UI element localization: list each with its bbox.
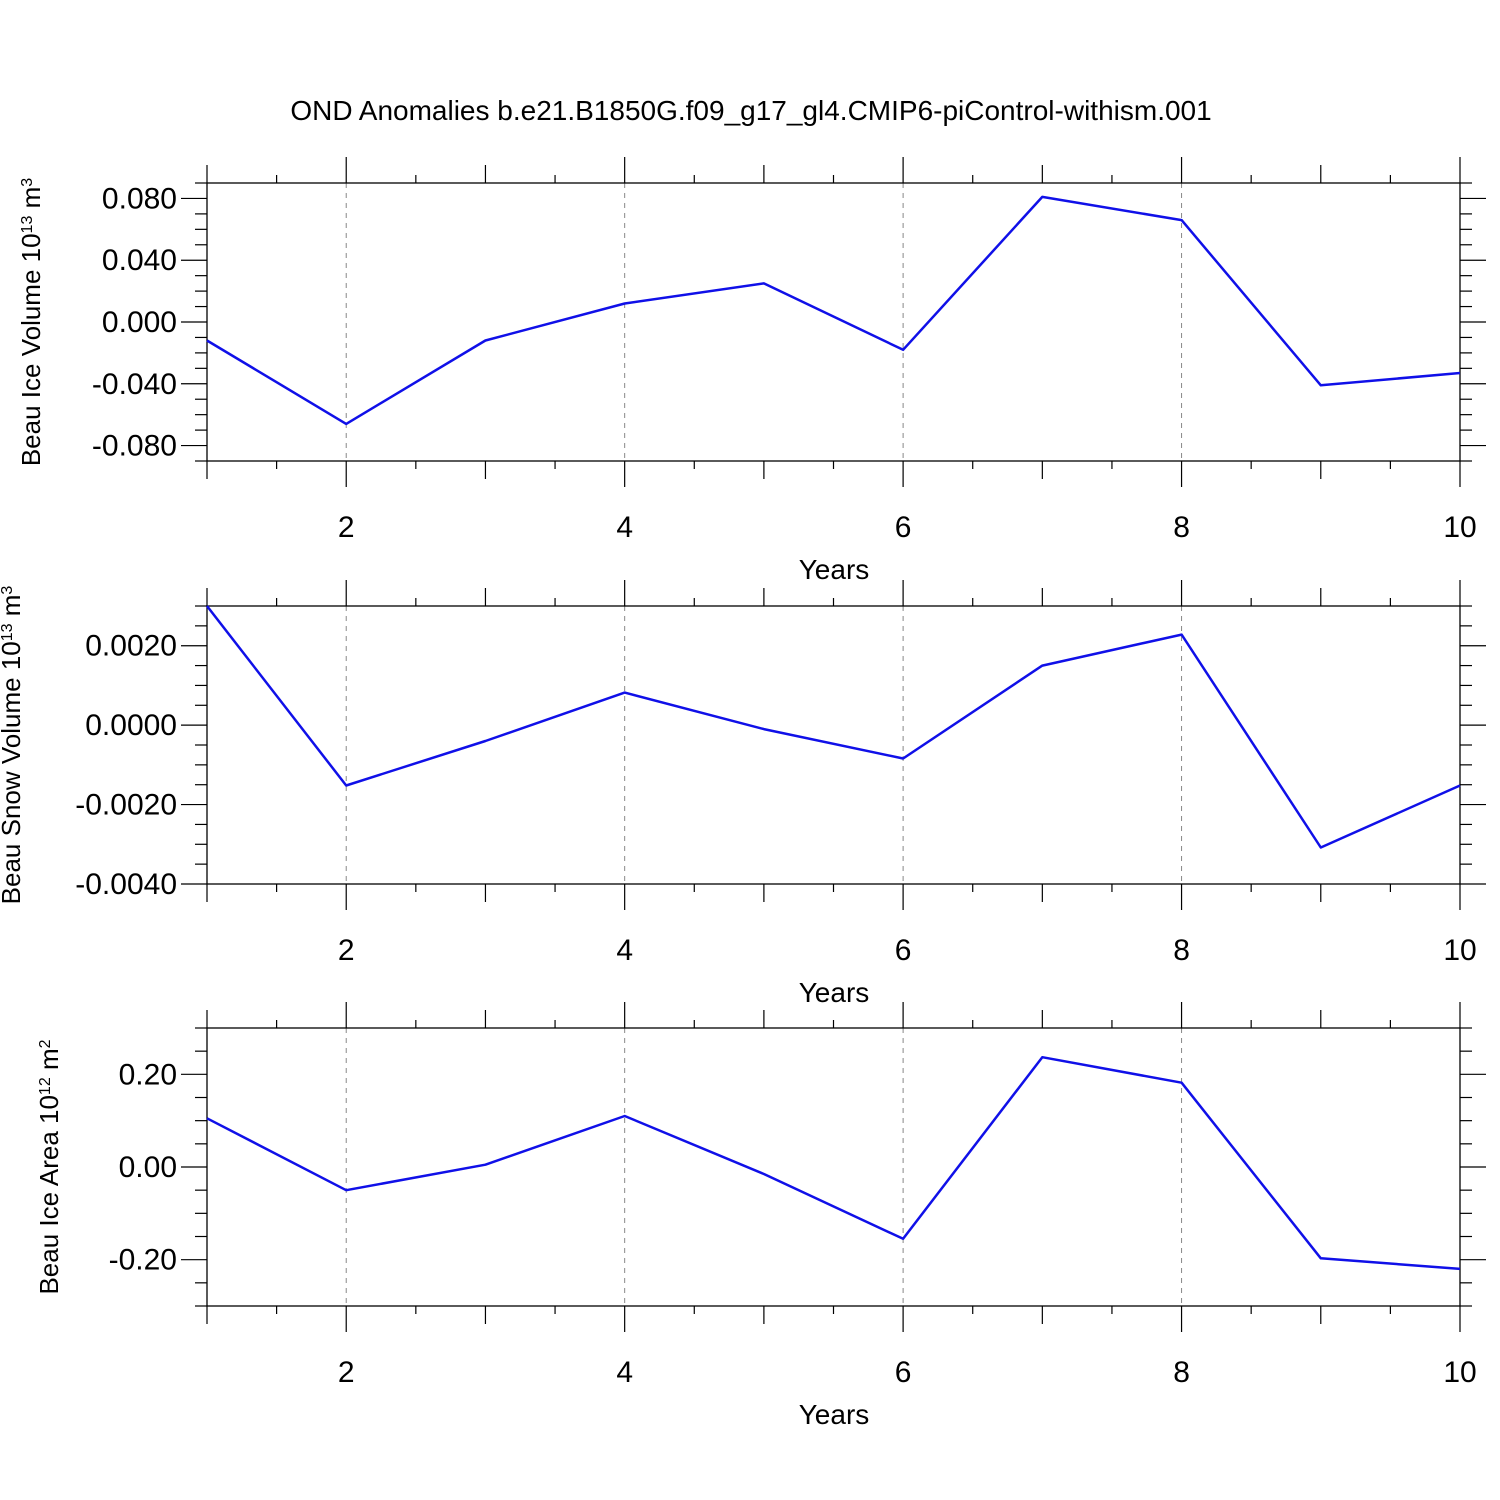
y-axis-label: Beau Snow Volume 1013 m3 xyxy=(0,586,26,905)
tick-marks xyxy=(181,157,1486,487)
x-tick-label: 6 xyxy=(895,934,912,967)
y-label-exponent: 13 xyxy=(0,623,16,641)
y-label-unit: m xyxy=(34,1048,64,1077)
y-tick-label: 0.20 xyxy=(119,1058,177,1091)
x-tick-label: 4 xyxy=(616,511,633,544)
x-tick-label: 8 xyxy=(1173,1356,1190,1389)
series-line-ice-volume xyxy=(206,195,1461,426)
y-label-main: Beau Ice Volume 10 xyxy=(16,233,46,466)
y-tick-label: -0.20 xyxy=(109,1244,177,1277)
y-tick-labels: 0.080 0.040 0.000 -0.040 -0.080 xyxy=(92,182,177,462)
y-label-unit: m xyxy=(0,595,26,624)
y-label-unit-exponent: 3 xyxy=(0,586,16,595)
x-axis-label: Years xyxy=(799,554,870,585)
y-tick-label: 0.0000 xyxy=(85,709,177,742)
x-tick-label: 2 xyxy=(338,934,355,967)
plot-frame xyxy=(206,1027,1461,1307)
y-tick-label: 0.00 xyxy=(119,1151,177,1184)
y-label-exponent: 13 xyxy=(19,216,36,234)
x-tick-label: 10 xyxy=(1443,511,1476,544)
x-tick-label: 4 xyxy=(616,934,633,967)
panel-ice-area: 0.20 0.00 -0.20 2 4 6 8 10 Years Beau Ice Area… xyxy=(34,1002,1486,1430)
x-tick-label: 8 xyxy=(1173,511,1190,544)
x-grid-lines xyxy=(345,606,1183,884)
y-label-main: Beau Ice Area 10 xyxy=(34,1095,64,1294)
y-axis-label: Beau Ice Area 1012 m2 xyxy=(34,1039,64,1294)
x-tick-labels: 2 4 6 8 10 xyxy=(338,511,1477,544)
y-tick-label: -0.040 xyxy=(92,368,177,401)
x-tick-label: 6 xyxy=(895,1356,912,1389)
x-tick-label: 2 xyxy=(338,1356,355,1389)
x-tick-label: 2 xyxy=(338,511,355,544)
y-tick-label: -0.0020 xyxy=(75,789,177,822)
y-tick-label: 0.0020 xyxy=(85,630,177,663)
x-tick-label: 8 xyxy=(1173,934,1190,967)
y-axis-label: Beau Ice Volume 1013 m3 xyxy=(16,178,46,466)
x-tick-label: 10 xyxy=(1443,1356,1476,1389)
y-tick-label: 0.080 xyxy=(102,182,177,215)
y-tick-label: 0.040 xyxy=(102,244,177,277)
y-label-unit: m xyxy=(16,187,46,216)
tick-marks xyxy=(181,1002,1486,1332)
panel-ice-volume: 0.080 0.040 0.000 -0.040 -0.080 2 4 6 8 10 Years… xyxy=(16,157,1486,585)
x-tick-label: 6 xyxy=(895,511,912,544)
x-tick-label: 4 xyxy=(616,1356,633,1389)
y-label-unit-exponent: 3 xyxy=(19,178,36,187)
tick-marks xyxy=(181,580,1486,910)
y-tick-labels: 0.20 0.00 -0.20 xyxy=(109,1058,177,1276)
y-label-main: Beau Snow Volume 10 xyxy=(0,641,26,904)
y-label-unit-exponent: 2 xyxy=(37,1039,54,1048)
y-tick-label: -0.080 xyxy=(92,430,177,463)
x-axis-label: Years xyxy=(799,1399,870,1430)
x-grid-lines xyxy=(345,1028,1183,1306)
x-tick-label: 10 xyxy=(1443,934,1476,967)
y-tick-label: -0.0040 xyxy=(75,868,177,901)
y-tick-label: 0.000 xyxy=(102,306,177,339)
y-tick-labels: 0.0020 0.0000 -0.0020 -0.0040 xyxy=(75,630,177,901)
x-tick-labels: 2 4 6 8 10 xyxy=(338,1356,1477,1389)
x-axis-label: Years xyxy=(799,977,870,1008)
x-tick-labels: 2 4 6 8 10 xyxy=(338,934,1477,967)
y-label-exponent: 12 xyxy=(37,1077,54,1095)
chart-title: OND Anomalies b.e21.B1850G.f09_g17_gl4.C… xyxy=(290,95,1211,126)
plot-frame xyxy=(206,605,1461,885)
x-grid-lines xyxy=(345,183,1183,461)
series-line-snow-volume xyxy=(206,605,1461,849)
series-line-ice-area xyxy=(206,1055,1461,1271)
plot-frame xyxy=(206,182,1461,462)
